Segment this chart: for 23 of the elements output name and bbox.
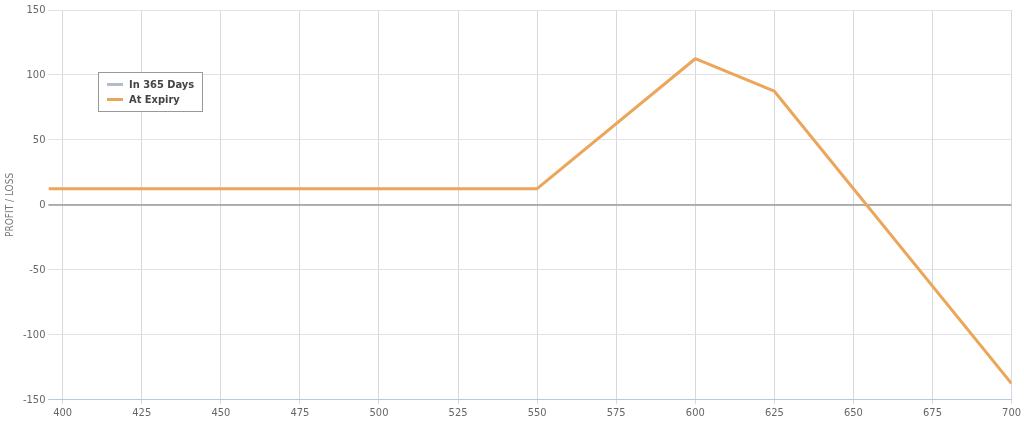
x-tick-label: 450 bbox=[211, 406, 231, 420]
x-tick-label: 475 bbox=[290, 406, 310, 420]
x-tick-label: 650 bbox=[843, 406, 863, 420]
y-axis-title: PROFIT / LOSS bbox=[3, 172, 15, 237]
x-tick-label: 575 bbox=[606, 406, 626, 420]
y-tick-label: 0 bbox=[39, 197, 46, 211]
x-tick-label: 600 bbox=[685, 406, 705, 420]
x-tick-label: 550 bbox=[527, 406, 547, 420]
x-tick-label: 675 bbox=[923, 406, 942, 420]
x-tick-label: 500 bbox=[369, 406, 389, 420]
x-tick-label: 525 bbox=[448, 406, 468, 420]
x-tick-label: 400 bbox=[53, 406, 73, 420]
legend-label: At Expiry bbox=[129, 92, 180, 107]
y-tick-label: -150 bbox=[22, 392, 46, 406]
legend-label: In 365 Days bbox=[129, 77, 195, 92]
y-tick-label: 50 bbox=[32, 132, 46, 146]
y-tick-label: 150 bbox=[26, 2, 46, 16]
x-tick-label: 425 bbox=[132, 406, 152, 420]
x-tick-label: 700 bbox=[1002, 406, 1021, 420]
y-tick-label: -100 bbox=[22, 327, 46, 341]
x-tick-label: 625 bbox=[764, 406, 784, 420]
y-tick-label: 100 bbox=[26, 67, 46, 81]
y-tick-label: -50 bbox=[29, 262, 46, 276]
